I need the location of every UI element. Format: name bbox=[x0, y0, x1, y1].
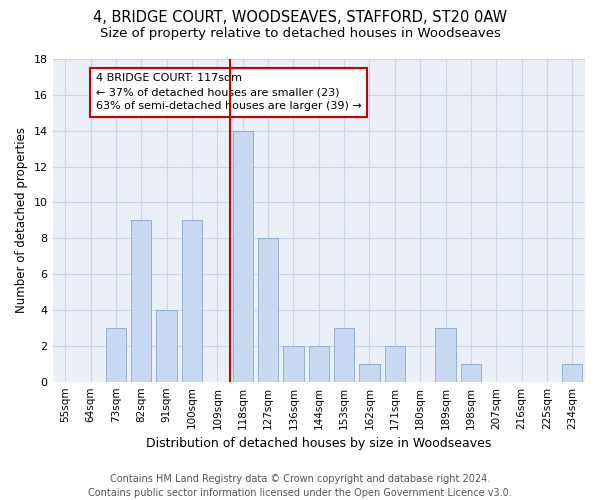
Bar bbox=[385, 346, 405, 382]
Bar bbox=[359, 364, 380, 382]
Bar bbox=[182, 220, 202, 382]
Bar bbox=[106, 328, 126, 382]
Text: 4 BRIDGE COURT: 117sqm
← 37% of detached houses are smaller (23)
63% of semi-det: 4 BRIDGE COURT: 117sqm ← 37% of detached… bbox=[95, 74, 361, 112]
Bar bbox=[233, 130, 253, 382]
Bar bbox=[131, 220, 151, 382]
Bar bbox=[258, 238, 278, 382]
Text: Contains HM Land Registry data © Crown copyright and database right 2024.
Contai: Contains HM Land Registry data © Crown c… bbox=[88, 474, 512, 498]
Bar bbox=[436, 328, 455, 382]
Bar bbox=[562, 364, 583, 382]
Bar bbox=[283, 346, 304, 382]
Y-axis label: Number of detached properties: Number of detached properties bbox=[15, 128, 28, 314]
Text: Size of property relative to detached houses in Woodseaves: Size of property relative to detached ho… bbox=[100, 28, 500, 40]
Text: 4, BRIDGE COURT, WOODSEAVES, STAFFORD, ST20 0AW: 4, BRIDGE COURT, WOODSEAVES, STAFFORD, S… bbox=[93, 10, 507, 25]
Bar bbox=[461, 364, 481, 382]
Bar bbox=[334, 328, 354, 382]
X-axis label: Distribution of detached houses by size in Woodseaves: Distribution of detached houses by size … bbox=[146, 437, 491, 450]
Bar bbox=[308, 346, 329, 382]
Bar bbox=[157, 310, 177, 382]
